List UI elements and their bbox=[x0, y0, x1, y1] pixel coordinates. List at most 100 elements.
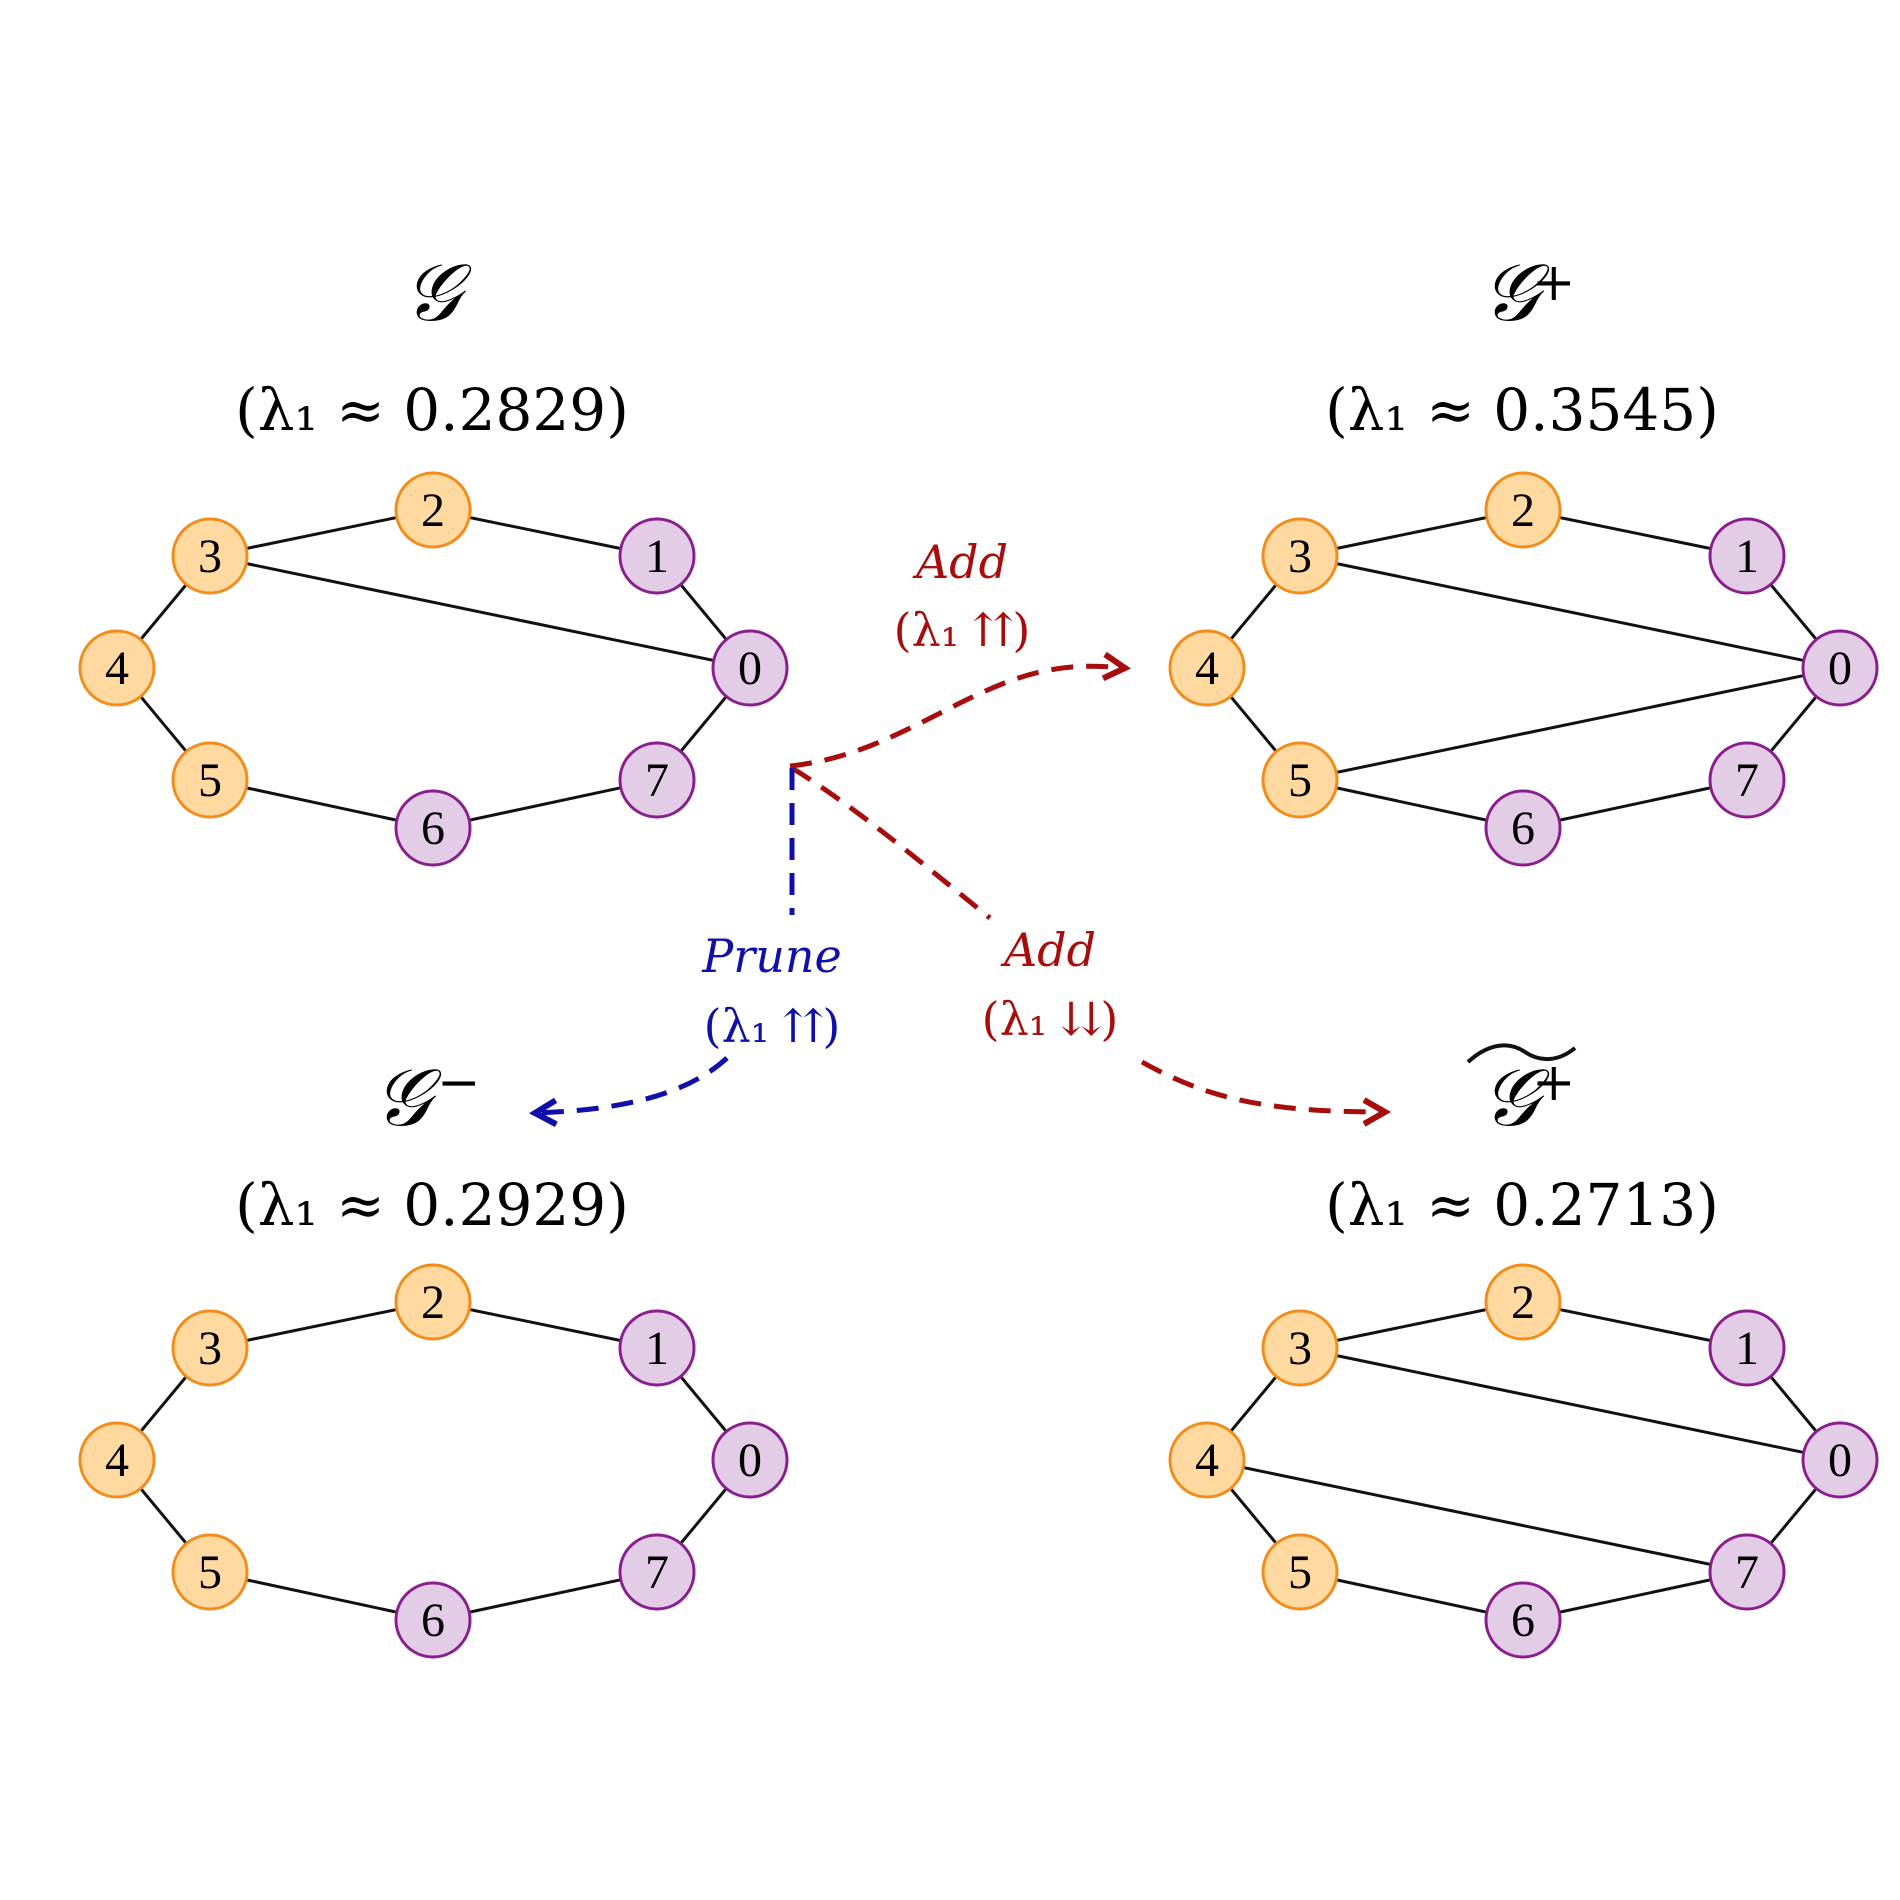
node-circle bbox=[394, 789, 472, 867]
graph-panel-g: 0 1 2 3 4 5 6 7 𝒢 (λ₁ ≈ 0.2829) bbox=[78, 246, 789, 867]
node-label: 2 bbox=[421, 1276, 445, 1329]
node-7: 7 bbox=[1708, 1533, 1786, 1611]
node-7: 7 bbox=[618, 1533, 696, 1611]
node-label: 3 bbox=[1288, 1322, 1312, 1375]
node-circle bbox=[171, 517, 249, 595]
node-circle bbox=[394, 1581, 472, 1659]
node-label: 7 bbox=[1735, 1546, 1759, 1599]
operation-effect: (λ₁ ⇊) bbox=[982, 992, 1119, 1046]
node-5: 5 bbox=[1261, 741, 1339, 819]
edge-4-7 bbox=[1206, 1458, 1748, 1574]
operation-add-decrease: Add (λ₁ ⇊) bbox=[790, 765, 1392, 1127]
node-circle bbox=[1261, 741, 1339, 819]
node-1: 1 bbox=[618, 1309, 696, 1387]
node-circle bbox=[1708, 1533, 1786, 1611]
node-label: 1 bbox=[1735, 1322, 1759, 1375]
node-circle bbox=[394, 1263, 472, 1341]
tilde-accent bbox=[1466, 1043, 1577, 1064]
node-circle bbox=[1261, 1309, 1339, 1387]
node-1: 1 bbox=[1708, 517, 1786, 595]
graph-title-superscript: − bbox=[437, 1053, 481, 1113]
node-label: 3 bbox=[1288, 530, 1312, 583]
node-label: 6 bbox=[1511, 1594, 1535, 1647]
node-circle bbox=[171, 741, 249, 819]
node-circle bbox=[1708, 1309, 1786, 1387]
node-label: 2 bbox=[1511, 1276, 1535, 1329]
node-0: 0 bbox=[711, 1421, 789, 1499]
node-circle bbox=[171, 1533, 249, 1611]
node-circle bbox=[1484, 789, 1562, 867]
node-circle bbox=[1801, 629, 1879, 707]
node-label: 4 bbox=[105, 1434, 129, 1487]
node-5: 5 bbox=[171, 1533, 249, 1611]
node-4: 4 bbox=[1168, 629, 1246, 707]
node-2: 2 bbox=[394, 1263, 472, 1341]
eigenvalue-label: (λ₁ ≈ 0.2713) bbox=[1325, 1171, 1719, 1239]
node-1: 1 bbox=[1708, 1309, 1786, 1387]
node-3: 3 bbox=[1261, 1309, 1339, 1387]
node-circle bbox=[1168, 1421, 1246, 1499]
node-label: 5 bbox=[198, 754, 222, 807]
node-label: 6 bbox=[1511, 802, 1535, 855]
node-label: 2 bbox=[421, 484, 445, 537]
node-5: 5 bbox=[171, 741, 249, 819]
eigenvalue-label: (λ₁ ≈ 0.2929) bbox=[235, 1171, 629, 1239]
dashed-arrow bbox=[1140, 1059, 1392, 1127]
operation-effect: (λ₁ ⇈) bbox=[704, 999, 841, 1053]
node-label: 7 bbox=[645, 1546, 669, 1599]
operation-name: Prune bbox=[701, 929, 841, 983]
node-label: 1 bbox=[1735, 530, 1759, 583]
node-2: 2 bbox=[394, 471, 472, 549]
graph-title-superscript: + bbox=[1532, 253, 1576, 313]
node-label: 5 bbox=[1288, 754, 1312, 807]
node-circle bbox=[1261, 1533, 1339, 1611]
node-label: 0 bbox=[1828, 1434, 1852, 1487]
operation-prune-increase: Prune (λ₁ ⇈) bbox=[528, 768, 842, 1127]
node-3: 3 bbox=[171, 517, 249, 595]
node-label: 1 bbox=[645, 530, 669, 583]
edge-3-0 bbox=[1299, 554, 1841, 670]
node-0: 0 bbox=[711, 629, 789, 707]
node-4: 4 bbox=[1168, 1421, 1246, 1499]
node-circle bbox=[618, 517, 696, 595]
node-circle bbox=[78, 1421, 156, 1499]
node-circle bbox=[1484, 1263, 1562, 1341]
node-5: 5 bbox=[1261, 1533, 1339, 1611]
nodes: 0 1 2 3 4 5 6 7 bbox=[78, 1263, 789, 1659]
node-6: 6 bbox=[1484, 1581, 1562, 1659]
node-label: 5 bbox=[198, 1546, 222, 1599]
nodes: 0 1 2 3 4 5 6 7 bbox=[78, 471, 789, 867]
node-2: 2 bbox=[1484, 471, 1562, 549]
node-circle bbox=[1261, 517, 1339, 595]
node-label: 5 bbox=[1288, 1546, 1312, 1599]
node-label: 0 bbox=[1828, 642, 1852, 695]
node-circle bbox=[1484, 1581, 1562, 1659]
nodes: 0 1 2 3 4 5 6 7 bbox=[1168, 471, 1879, 867]
node-3: 3 bbox=[1261, 517, 1339, 595]
node-label: 6 bbox=[421, 802, 445, 855]
node-label: 3 bbox=[198, 530, 222, 583]
operation-name: Add bbox=[1000, 923, 1096, 977]
nodes: 0 1 2 3 4 5 6 7 bbox=[1168, 1263, 1879, 1659]
node-circle bbox=[1484, 471, 1562, 549]
node-label: 7 bbox=[645, 754, 669, 807]
node-label: 0 bbox=[738, 642, 762, 695]
node-label: 7 bbox=[1735, 754, 1759, 807]
graph-title-superscript: + bbox=[1532, 1053, 1576, 1113]
node-circle bbox=[618, 1533, 696, 1611]
node-3: 3 bbox=[171, 1309, 249, 1387]
node-circle bbox=[1708, 741, 1786, 819]
edge-5-0 bbox=[1299, 666, 1841, 782]
node-label: 2 bbox=[1511, 484, 1535, 537]
node-label: 4 bbox=[105, 642, 129, 695]
operation-name: Add bbox=[912, 535, 1008, 589]
eigenvalue-label: (λ₁ ≈ 0.3545) bbox=[1325, 376, 1719, 444]
node-label: 4 bbox=[1195, 642, 1219, 695]
node-7: 7 bbox=[1708, 741, 1786, 819]
node-6: 6 bbox=[1484, 789, 1562, 867]
graph-title: 𝒢 bbox=[404, 246, 473, 339]
edge-3-0 bbox=[209, 554, 751, 670]
node-6: 6 bbox=[394, 1581, 472, 1659]
